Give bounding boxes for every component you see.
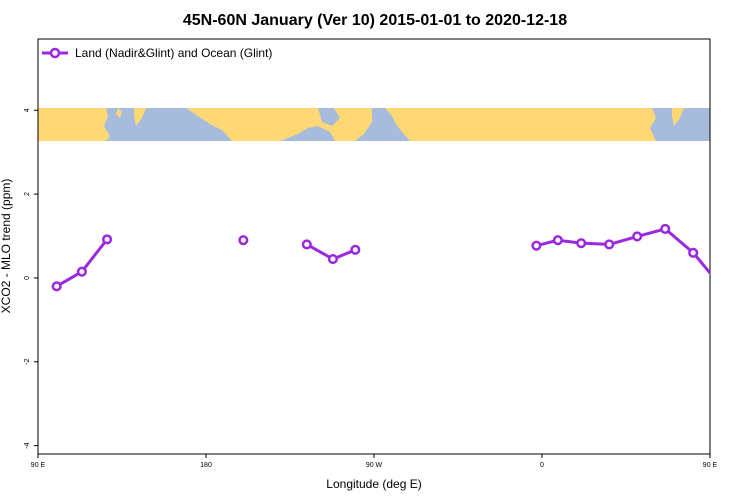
x-tick-label: 90 W — [366, 462, 383, 469]
map-land-newfoundland — [348, 120, 360, 132]
series-group — [51, 223, 750, 292]
y-axis: -4 -2 0 2 4 — [24, 108, 38, 449]
map-land-kamchatka-2 — [672, 108, 684, 126]
x-tick-label: 0 — [540, 462, 544, 469]
data-point — [238, 235, 249, 246]
y-tick-label: 2 — [24, 192, 31, 196]
data-point — [76, 266, 87, 277]
data-point — [327, 254, 338, 265]
map-band — [38, 108, 710, 141]
y-tick-label: 4 — [24, 108, 31, 112]
y-tick-label: -2 — [24, 359, 31, 365]
legend-label: Land (Nadir&Glint) and Ocean (Glint) — [75, 46, 272, 60]
y-axis-label: XCO2 - MLO trend (ppm) — [0, 179, 13, 314]
series-line — [536, 227, 710, 276]
x-tick-label: 180 — [200, 462, 212, 469]
map-ocean-hudson — [318, 108, 340, 126]
legend-marker — [49, 47, 61, 59]
chart-title: 45N-60N January (Ver 10) 2015-01-01 to 2… — [183, 12, 567, 29]
data-point — [301, 239, 312, 250]
legend: Land (Nadir&Glint) and Ocean (Glint) — [42, 46, 272, 60]
map-land-britain — [426, 114, 434, 128]
x-tick-label: 90 E — [31, 462, 46, 469]
series-line — [55, 238, 109, 288]
y-tick-label: 0 — [24, 276, 31, 280]
x-axis-label: Longitude (deg E) — [326, 477, 421, 491]
data-point — [350, 244, 361, 255]
data-point — [632, 231, 643, 242]
x-tick-label: 90 E — [703, 462, 718, 469]
data-point — [552, 235, 563, 246]
data-point — [717, 283, 725, 291]
data-point — [742, 267, 750, 275]
data-point — [604, 239, 615, 250]
data-point — [51, 281, 62, 292]
y-tick-label: -4 — [24, 442, 31, 448]
data-point — [660, 223, 671, 234]
data-point — [688, 247, 699, 258]
map-land-europe-asia — [385, 108, 656, 141]
map-land-kamchatka — [134, 108, 146, 126]
data-point — [576, 238, 587, 249]
x-axis: 90 E 180 90 W 0 90 E — [31, 454, 718, 469]
data-point — [102, 234, 113, 245]
map-land-asia — [38, 108, 110, 141]
data-point — [531, 240, 542, 251]
map-land-sakhalin — [116, 108, 122, 118]
